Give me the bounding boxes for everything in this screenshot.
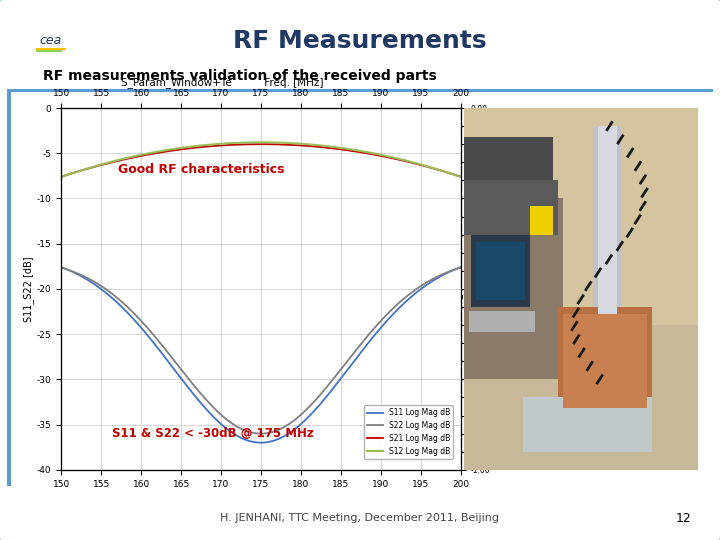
Bar [469,310,534,332]
Text: H. JENHANI, TTC Meeting, December 2011, Beijing: H. JENHANI, TTC Meeting, December 2011, … [220,514,500,523]
Text: 12: 12 [675,512,691,525]
S22 Log Mag dB [295,413,304,419]
Text: S11 & S22 < -30dB @ 175 MHz: S11 & S22 < -30dB @ 175 MHz [112,427,314,440]
S11 Log Mag dB [249,438,258,445]
S12 Log Mag dB [295,140,304,147]
S21 Log Mag dB [274,141,282,147]
S11 Log Mag dB [57,264,66,271]
S21 Log Mag dB [385,154,394,161]
S21 Log Mag dB [57,173,66,180]
Text: S_Param_Window+Te          Freq. [MHz]: S_Param_Window+Te Freq. [MHz] [121,77,324,88]
S11 Log Mag dB [295,422,304,428]
S11 Log Mag dB [385,315,394,321]
Bar [598,126,616,361]
Line: S21 Log Mag dB: S21 Log Mag dB [61,144,461,177]
Text: RF measurements validation of the received parts: RF measurements validation of the receiv… [43,69,437,83]
Text: RF Measurements: RF Measurements [233,29,487,52]
Bar [464,108,698,325]
S12 Log Mag dB [448,171,456,177]
Text: cea: cea [40,34,62,47]
S12 Log Mag dB [247,139,256,146]
S12 Log Mag dB [456,174,465,180]
S12 Log Mag dB [249,139,258,146]
S11 Log Mag dB [448,267,456,274]
S22 Log Mag dB [57,265,66,271]
Legend: S11 Log Mag dB, S22 Log Mag dB, S21 Log Mag dB, S12 Log Mag dB: S11 Log Mag dB, S22 Log Mag dB, S21 Log … [364,405,453,459]
S21 Log Mag dB [295,142,304,149]
Bar [7,89,713,92]
S12 Log Mag dB [256,139,265,146]
S12 Log Mag dB [57,174,66,180]
S12 Log Mag dB [274,139,282,146]
Bar [558,307,652,416]
S12 Log Mag dB [385,153,394,160]
Y-axis label: S11_S22 [dB]: S11_S22 [dB] [23,256,34,322]
Line: S12 Log Mag dB: S12 Log Mag dB [61,143,461,177]
Bar [464,198,563,379]
Bar [464,137,554,180]
Text: Good RF characteristics: Good RF characteristics [118,163,284,176]
Line: S22 Log Mag dB: S22 Log Mag dB [61,268,461,434]
Bar [593,126,621,361]
Bar [523,397,652,451]
Bar [476,242,526,300]
S22 Log Mag dB [256,430,265,437]
Text: S21_S12 [dB]: S21_S12 [dB] [454,258,463,314]
Bar [593,108,698,271]
Bar [605,126,687,253]
S11 Log Mag dB [247,438,256,444]
S22 Log Mag dB [274,427,282,433]
S11 Log Mag dB [256,440,265,446]
S21 Log Mag dB [249,141,258,147]
Y-axis label: S21_S12 [dB]: S21_S12 [dB] [482,256,493,322]
S22 Log Mag dB [456,265,465,271]
S21 Log Mag dB [247,141,256,147]
S22 Log Mag dB [448,267,456,274]
Bar [7,92,11,486]
Bar [563,314,647,408]
S22 Log Mag dB [247,429,256,436]
S21 Log Mag dB [256,141,265,147]
Line: S11 Log Mag dB: S11 Log Mag dB [61,267,461,443]
Bar [472,234,530,307]
S11 Log Mag dB [274,436,282,442]
Bar [530,206,554,234]
S21 Log Mag dB [448,171,456,177]
S22 Log Mag dB [385,308,394,315]
S22 Log Mag dB [249,430,258,436]
S21 Log Mag dB [456,173,465,180]
Bar [464,180,558,234]
S11 Log Mag dB [456,264,465,271]
